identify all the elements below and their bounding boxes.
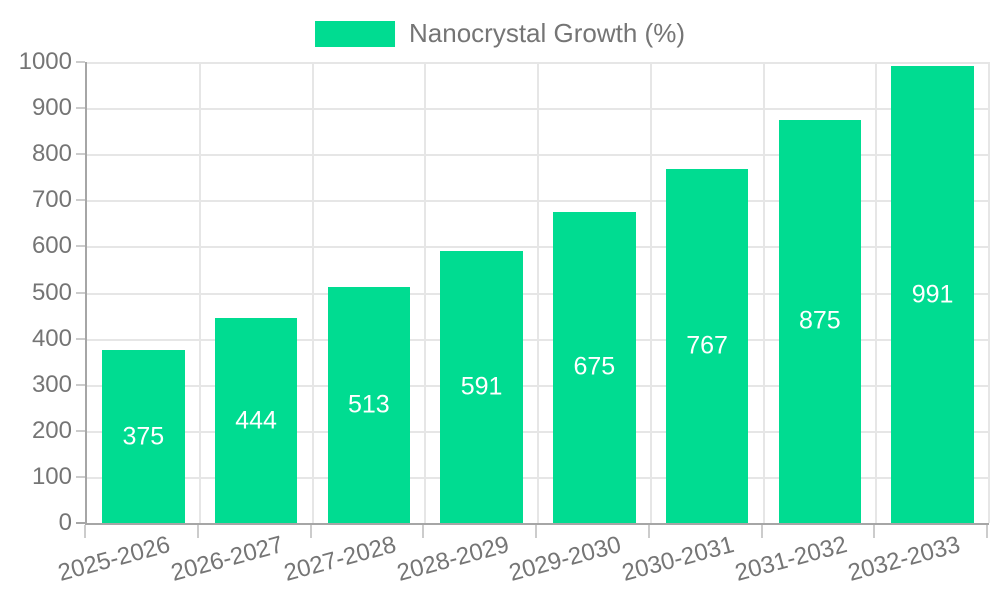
y-tick-mark bbox=[76, 291, 85, 294]
bar[interactable]: 513 bbox=[327, 286, 411, 523]
bar[interactable]: 875 bbox=[778, 119, 862, 523]
gridline-vertical bbox=[311, 62, 314, 523]
y-tick-label: 700 bbox=[31, 186, 72, 214]
y-tick-label: 300 bbox=[31, 370, 72, 398]
bar-value-label: 444 bbox=[235, 406, 277, 435]
bar[interactable]: 375 bbox=[102, 350, 185, 523]
x-tick-mark bbox=[873, 525, 876, 538]
gridline-vertical bbox=[424, 62, 427, 523]
bar[interactable]: 675 bbox=[553, 211, 636, 523]
bar[interactable]: 991 bbox=[891, 66, 974, 523]
legend[interactable]: Nanocrystal Growth (%) bbox=[315, 18, 685, 49]
y-tick-mark bbox=[76, 429, 85, 432]
y-tick-label: 600 bbox=[31, 232, 72, 260]
y-tick-mark bbox=[76, 199, 85, 202]
gridline-vertical bbox=[537, 62, 539, 523]
bar-value-label: 675 bbox=[573, 352, 616, 381]
y-tick-mark bbox=[76, 383, 85, 386]
y-tick-label: 0 bbox=[58, 509, 72, 536]
bar[interactable]: 444 bbox=[214, 318, 298, 523]
x-tick-mark bbox=[535, 525, 537, 538]
bar-value-label: 513 bbox=[348, 390, 390, 419]
plot-area: 375 444 513 591 675 767 875 991 bbox=[85, 62, 990, 525]
bar-value-label: 375 bbox=[122, 422, 165, 451]
bar-value-label: 991 bbox=[911, 280, 954, 309]
y-tick-mark bbox=[76, 245, 85, 248]
bar-value-label: 875 bbox=[799, 306, 841, 335]
legend-label: Nanocrystal Growth (%) bbox=[409, 18, 685, 48]
y-tick-label: 200 bbox=[31, 416, 72, 444]
gridline-vertical bbox=[649, 62, 652, 523]
x-tick-mark bbox=[196, 525, 199, 538]
bar-value-label: 591 bbox=[460, 372, 503, 401]
bar[interactable]: 767 bbox=[665, 169, 749, 523]
y-tick-label: 800 bbox=[31, 140, 72, 168]
y-tick-mark bbox=[76, 337, 85, 340]
y-tick-mark bbox=[76, 475, 85, 478]
x-tick-mark bbox=[647, 525, 650, 538]
y-tick-label: 1000 bbox=[18, 48, 72, 75]
y-tick-mark bbox=[76, 522, 85, 524]
gridline-vertical bbox=[198, 62, 201, 523]
gridline-vertical bbox=[988, 62, 990, 523]
y-tick-label: 400 bbox=[31, 324, 72, 352]
y-tick-label: 500 bbox=[31, 278, 72, 306]
bar-value-label: 767 bbox=[686, 331, 728, 360]
x-tick-mark bbox=[309, 525, 312, 538]
y-tick-label: 100 bbox=[31, 462, 72, 490]
y-tick-mark bbox=[76, 61, 85, 63]
gridline-vertical bbox=[762, 62, 765, 523]
x-tick-mark bbox=[422, 525, 425, 538]
y-tick-label: 900 bbox=[31, 94, 72, 122]
y-tick-mark bbox=[76, 153, 85, 156]
gridline-vertical bbox=[875, 62, 878, 523]
x-tick-mark bbox=[986, 525, 988, 538]
x-tick-mark bbox=[84, 525, 86, 538]
bar[interactable]: 591 bbox=[440, 250, 523, 523]
legend-swatch-icon bbox=[315, 20, 396, 47]
y-tick-mark bbox=[76, 107, 85, 110]
x-tick-mark bbox=[760, 525, 763, 538]
